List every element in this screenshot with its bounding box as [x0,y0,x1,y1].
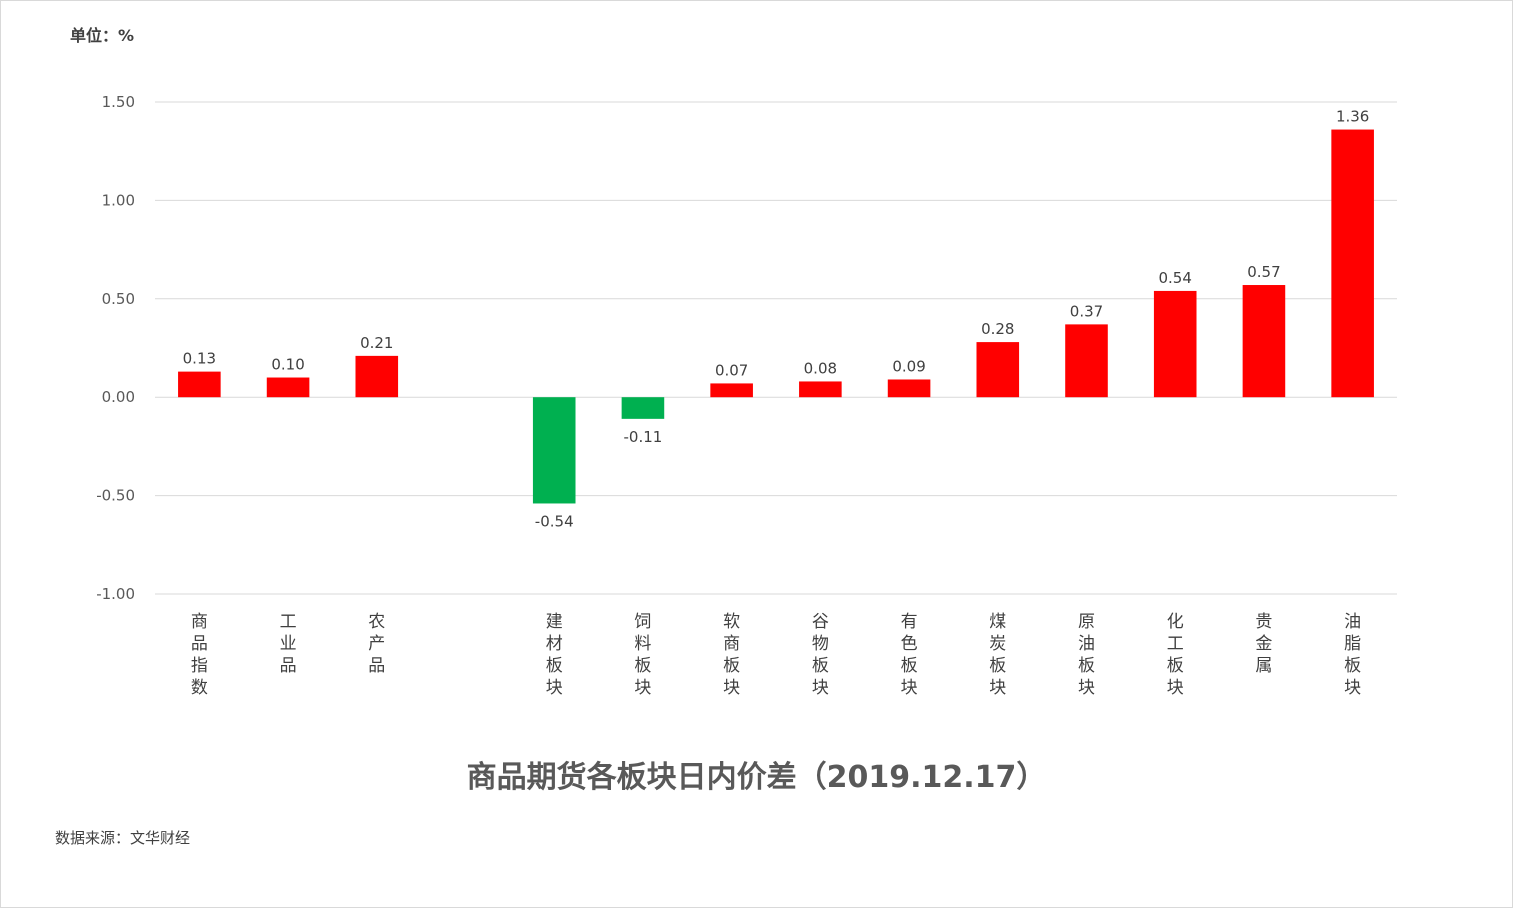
y-tick-label: 0.50 [102,290,135,308]
bar [799,381,842,398]
data-label: 0.09 [892,357,925,375]
x-tick-label: 有色板块 [901,612,918,698]
x-tick-label: 化工板块 [1167,612,1184,698]
data-label: -0.54 [535,512,574,530]
x-tick-label: 软商板块 [723,612,740,698]
x-tick-label: 贵金属 [1255,612,1272,676]
data-label: 1.36 [1336,108,1369,126]
data-label: 0.28 [981,320,1014,338]
bar [1242,285,1286,398]
data-label: -0.11 [624,428,663,446]
y-tick-label: 1.00 [102,191,135,209]
bar [1331,129,1374,398]
data-label: 0.54 [1159,269,1192,287]
bar [532,397,576,504]
x-tick-label: 煤炭板块 [989,612,1006,698]
bar [266,377,310,398]
x-tick-label: 原油板块 [1078,612,1095,698]
y-tick-label: -0.50 [96,487,135,505]
bar [887,379,931,398]
x-tick-label: 工业品 [280,612,297,676]
data-label: 0.13 [183,350,216,368]
data-label: 0.21 [360,334,393,352]
x-tick-label: 谷物板块 [812,612,829,698]
data-label: 0.57 [1247,263,1280,281]
x-tick-label: 建材板块 [546,612,563,698]
x-tick-label: 油脂板块 [1344,612,1361,698]
bar [621,397,665,419]
data-label: 0.37 [1070,302,1103,320]
unit-label: 单位：% [70,26,135,45]
bar [976,342,1020,398]
y-tick-label: -1.00 [96,585,135,603]
data-label: 0.07 [715,361,748,379]
bar [1065,324,1108,398]
chart-title: 商品期货各板块日内价差（2019.12.17） [466,760,1047,795]
source-note: 数据来源：文华财经 [55,829,191,847]
x-tick-label: 饲料板块 [634,612,651,698]
data-label: 0.08 [804,359,837,377]
y-tick-label: 1.50 [102,93,135,111]
bar [1153,290,1197,398]
data-label: 0.10 [271,356,304,374]
x-tick-label: 商品指数 [191,612,208,698]
bar [178,371,221,398]
bar [710,383,753,398]
x-tick-label: 农产品 [368,612,385,676]
bar [355,355,399,398]
y-tick-label: 0.00 [102,388,135,406]
